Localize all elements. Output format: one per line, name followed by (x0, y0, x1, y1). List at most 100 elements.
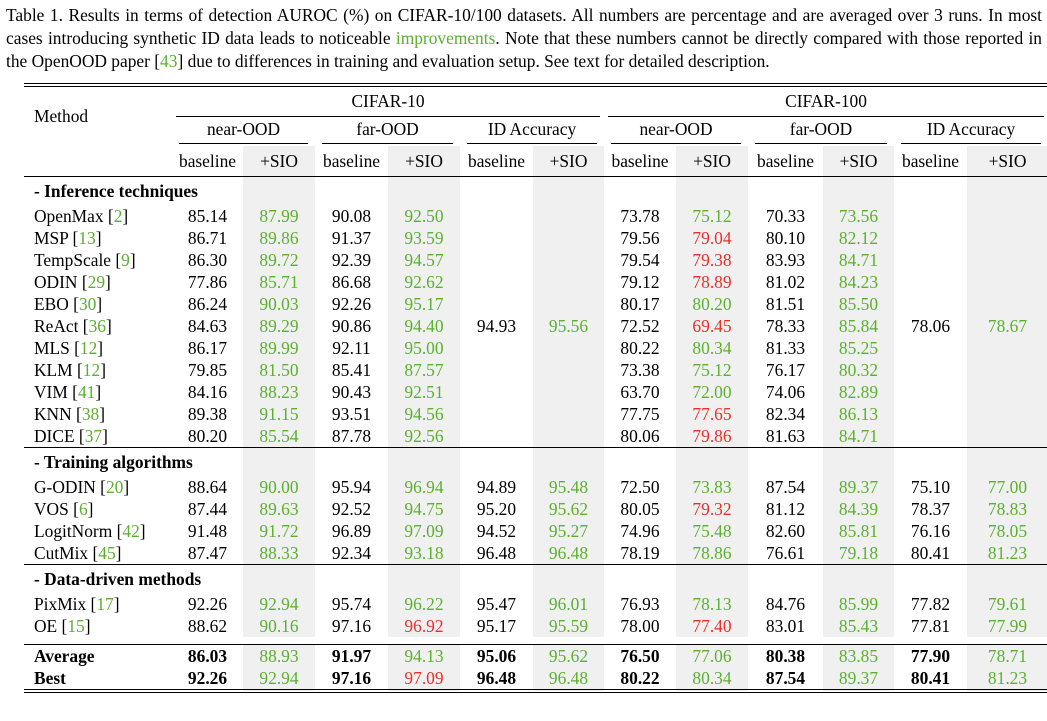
sio-value: 79.04 (676, 227, 748, 249)
citation-link[interactable]: 2 (113, 206, 123, 226)
citation-link[interactable]: 15 (67, 616, 85, 636)
section-spacer (460, 564, 533, 593)
citation-link[interactable]: 13 (78, 228, 96, 248)
baseline-value: 77.75 (620, 404, 660, 424)
method-label: OE (34, 616, 62, 636)
baseline-value: 81.02 (765, 272, 806, 292)
citation-link[interactable]: 6 (78, 499, 88, 519)
baseline-value: 78.00 (620, 616, 660, 636)
baseline-col-header: baseline (468, 150, 525, 171)
baseline-value: 91.48 (187, 521, 228, 541)
citation-link[interactable]: 29 (87, 272, 106, 292)
baseline-value: 79.12 (620, 272, 660, 292)
baseline-value: 95.17 (476, 616, 517, 636)
citation-link[interactable]: 12 (79, 338, 98, 358)
baseline-value: 81.33 (765, 338, 806, 358)
method-name: PixMix [17] (34, 594, 120, 614)
table-row: Best 92.26 92.94 97.16 97.09 96.48 96.48 80.22 8… (24, 667, 1047, 691)
section-spacer (388, 447, 460, 476)
method-name: DICE [37] (34, 426, 108, 446)
sio-value: 78.89 (676, 271, 748, 293)
citation-link[interactable]: 41 (77, 382, 96, 402)
section-spacer (676, 447, 748, 476)
citation-link[interactable]: 37 (84, 426, 103, 446)
method-label: TempScale (34, 250, 116, 270)
citation-link[interactable]: 45 (98, 543, 116, 563)
shared-id-acc-baseline: 94.93 (476, 316, 517, 336)
method-label: KNN (34, 404, 77, 424)
sio-value: 88.93 (243, 644, 315, 667)
sio-value: 93.18 (388, 542, 460, 565)
sio-value: 92.50 (388, 205, 460, 227)
baseline-value: 92.34 (331, 543, 372, 563)
section-spacer (676, 176, 748, 205)
table-row: PixMix [17] 92.26 92.94 95.74 96.22 95.47 96.0… (24, 593, 1047, 615)
sio-value: 75.12 (676, 205, 748, 227)
group-header: near-OOD (172, 117, 315, 146)
section-spacer (533, 447, 604, 476)
method-label: MLS (34, 338, 75, 358)
section-spacer (315, 447, 388, 476)
method-label: VOS (34, 499, 74, 519)
method-label: G-ODIN (34, 477, 101, 497)
baseline-col-header: baseline (611, 150, 669, 171)
sio-value: 92.56 (388, 425, 460, 448)
baseline-value: 93.51 (331, 404, 372, 424)
table-row: DICE [37] 80.20 85.54 87.78 92.56 80.06 79.86 8… (24, 425, 1047, 448)
baseline-value: 95.06 (460, 644, 533, 667)
table-row: VIM [41] 84.16 88.23 90.43 92.51 63.70 72.00 74… (24, 381, 1047, 403)
citation-link[interactable]: 30 (78, 294, 97, 314)
baseline-value: 96.48 (476, 543, 517, 563)
baseline-value: 77.86 (187, 272, 228, 292)
sio-value: 89.72 (243, 249, 315, 271)
baseline-value: 80.41 (910, 668, 951, 688)
sio-value: 77.06 (676, 644, 748, 667)
table-row: TempScale [9] 86.30 89.72 92.39 94.57 79.54 79… (24, 249, 1047, 271)
method-name: G-ODIN [20] (34, 477, 130, 497)
sio-value: 77.40 (676, 615, 748, 637)
baseline-col-header: baseline (323, 150, 380, 171)
caption-ref-link[interactable]: 43 (160, 51, 178, 71)
citation-link[interactable]: 9 (121, 250, 130, 270)
sio-value: 89.86 (243, 227, 315, 249)
sio-value: 94.57 (388, 249, 460, 271)
sio-value: 89.37 (823, 667, 894, 691)
sio-value: 97.09 (388, 667, 460, 691)
method-label: MSP (34, 228, 73, 248)
table-row: VOS [6] 87.44 89.63 92.52 94.75 95.20 95.62 80.… (24, 498, 1047, 520)
section-spacer (172, 176, 243, 205)
baseline-value: 95.20 (476, 499, 517, 519)
method-name: ODIN [29] (34, 272, 111, 292)
baseline-value: 72.50 (620, 477, 660, 497)
sio-col-header: +SIO (388, 146, 460, 177)
baseline-value: 83.01 (765, 616, 806, 636)
sio-value: 84.39 (823, 498, 894, 520)
citation-link[interactable]: 38 (81, 404, 100, 424)
baseline-value: 72.52 (620, 316, 660, 336)
sio-value: 92.94 (243, 593, 315, 615)
citation-link[interactable]: 20 (105, 477, 124, 497)
sio-col-header: +SIO (533, 146, 604, 177)
group-header: far-OOD (748, 117, 894, 146)
sio-value: 91.15 (243, 403, 315, 425)
citation-link[interactable]: 17 (96, 594, 114, 614)
sio-value: 90.00 (243, 476, 315, 498)
baseline-value: 80.38 (748, 644, 823, 667)
sio-value: 75.12 (676, 359, 748, 381)
citation-link[interactable]: 12 (82, 360, 101, 380)
citation-link[interactable]: 42 (122, 521, 140, 541)
sio-value: 79.32 (676, 498, 748, 520)
method-name: KLM [12] (34, 360, 106, 380)
sio-value: 85.99 (823, 593, 894, 615)
baseline-value: 84.63 (187, 316, 228, 336)
baseline-value: 82.34 (765, 404, 806, 424)
section-spacer (388, 564, 460, 593)
baseline-value: 76.61 (765, 543, 806, 563)
sio-value: 86.13 (823, 403, 894, 425)
baseline-value: 87.54 (765, 668, 806, 688)
section-header: - Inference techniques (24, 176, 198, 205)
baseline-value: 80.10 (765, 228, 806, 248)
sio-value: 85.50 (823, 293, 894, 315)
sio-col-header: +SIO (676, 146, 748, 177)
citation-link[interactable]: 36 (88, 316, 106, 336)
